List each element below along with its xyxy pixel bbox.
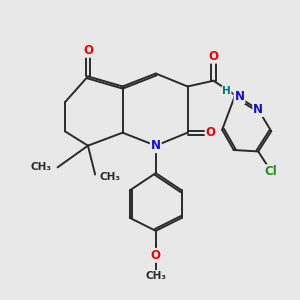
- Text: CH₃: CH₃: [145, 271, 166, 281]
- Text: O: O: [208, 50, 218, 63]
- Text: O: O: [206, 126, 216, 139]
- Text: O: O: [151, 249, 161, 262]
- Text: CH₃: CH₃: [100, 172, 121, 182]
- Text: N: N: [151, 139, 161, 152]
- Text: H: H: [222, 86, 231, 96]
- Text: O: O: [83, 44, 93, 57]
- Text: N: N: [253, 103, 263, 116]
- Text: Cl: Cl: [265, 165, 278, 178]
- Text: N: N: [235, 90, 244, 103]
- Text: CH₃: CH₃: [31, 162, 52, 172]
